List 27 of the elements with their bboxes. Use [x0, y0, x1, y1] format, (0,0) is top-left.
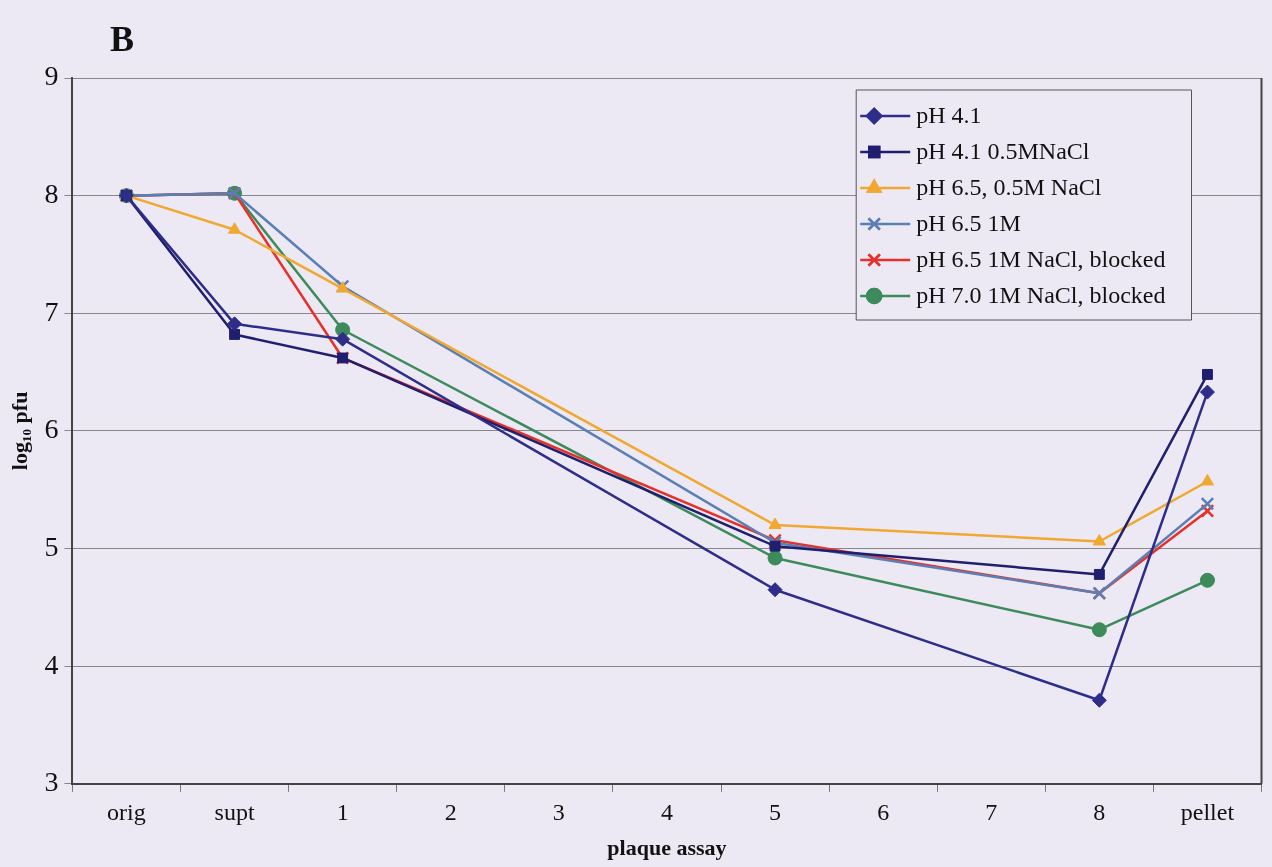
y-tick-label: 7 [44, 295, 59, 327]
x-tick-label: 1 [336, 799, 349, 826]
y-tick-label: 5 [44, 530, 59, 562]
chart-title: B [110, 19, 135, 60]
y-axis-title: log₁₀ pfu [6, 391, 32, 471]
x-tick-label: 8 [1093, 799, 1106, 826]
x-tick-label: 4 [660, 799, 673, 826]
legend-label: pH 6.5 1M [916, 210, 1021, 237]
legend-label: pH 4.1 0.5MNaCl [916, 138, 1090, 165]
y-tick-label: 4 [44, 648, 59, 680]
legend-label: pH 7.0 1M NaCl, blocked [916, 282, 1166, 309]
x-axis-title: plaque assay [607, 835, 727, 861]
x-tick-label: 5 [769, 799, 782, 826]
legend-label: pH 4.1 [916, 102, 982, 129]
x-tick-label: pellet [1180, 799, 1235, 826]
y-tick-label: 9 [44, 60, 59, 92]
x-tick-label: 3 [552, 799, 565, 826]
y-tick-label: 3 [44, 766, 59, 798]
y-tick-label: 6 [44, 413, 59, 445]
y-tick-label: 8 [44, 177, 59, 209]
legend-label: pH 6.5 1M NaCl, blocked [916, 246, 1166, 273]
x-tick-label: 6 [877, 799, 890, 826]
x-tick-label: orig [107, 799, 146, 826]
x-tick-label: 7 [985, 799, 998, 826]
x-tick-label: supt [214, 799, 255, 826]
legend-label: pH 6.5, 0.5M NaCl [916, 174, 1102, 201]
x-tick-label: 2 [444, 799, 457, 826]
